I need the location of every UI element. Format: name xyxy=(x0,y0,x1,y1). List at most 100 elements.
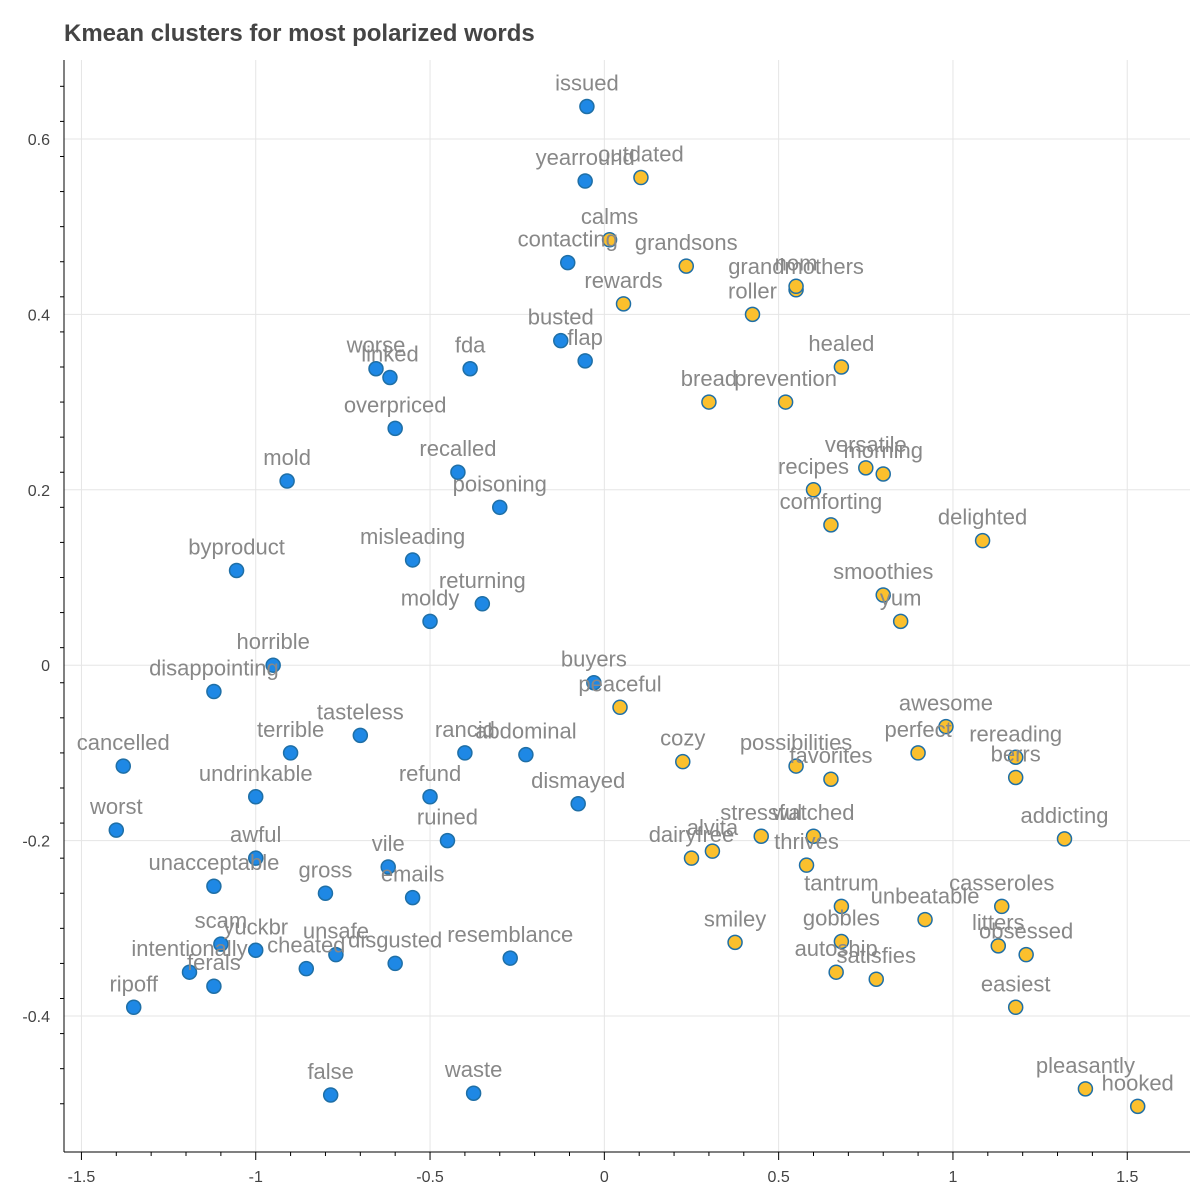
cluster-1-point xyxy=(788,758,804,774)
word-label: gobbles xyxy=(803,905,880,930)
word-label: roller xyxy=(728,278,777,303)
cluster-0-point xyxy=(387,955,403,972)
word-label: ruined xyxy=(417,805,478,830)
cluster-1-point xyxy=(910,745,926,761)
cluster-1-point xyxy=(727,934,743,951)
word-label: perfect xyxy=(884,717,951,742)
cluster-1-point xyxy=(777,394,794,410)
cluster-1-point xyxy=(917,911,933,928)
word-label: possibilities xyxy=(740,730,853,755)
cluster-0-point xyxy=(247,850,264,866)
word-label: prevention xyxy=(734,366,837,391)
cluster-1-point xyxy=(938,718,954,735)
cluster-1-point xyxy=(858,460,874,476)
word-label: hooked xyxy=(1102,1070,1174,1095)
word-label: fda xyxy=(455,333,486,358)
y-tick-label: -0.4 xyxy=(22,1009,50,1026)
word-label: bread xyxy=(681,366,737,391)
word-label: moldy xyxy=(401,585,460,610)
word-label: recipes xyxy=(778,454,849,479)
word-label: grandsons xyxy=(635,230,738,255)
cluster-0-point xyxy=(206,978,222,994)
word-label: dairyfree xyxy=(649,822,735,847)
cluster-1-point xyxy=(892,613,909,630)
word-label: unacceptable xyxy=(148,850,279,875)
cluster-0-point xyxy=(474,596,491,612)
cluster-1-point xyxy=(744,306,761,323)
cluster-1-point xyxy=(1018,946,1034,963)
cluster-1-point xyxy=(990,938,1007,954)
word-label: awesome xyxy=(899,691,993,716)
cluster-0-point xyxy=(322,1087,339,1103)
word-label: horrible xyxy=(236,629,309,654)
x-tick-label: 1.5 xyxy=(1116,1169,1138,1186)
cluster-1-point xyxy=(875,466,891,482)
cluster-0-point xyxy=(108,822,125,838)
cluster-0-point xyxy=(462,360,478,377)
word-label: worse xyxy=(346,333,406,358)
cluster-0-point xyxy=(328,946,344,963)
cluster-0-point xyxy=(404,889,421,906)
word-label: autoship xyxy=(795,936,878,961)
cluster-0-point xyxy=(559,254,576,271)
cluster-0-point xyxy=(404,552,421,568)
cluster-0-point xyxy=(380,859,396,875)
word-label: worst xyxy=(89,794,143,819)
word-label: buyers xyxy=(561,647,627,672)
word-label: thrives xyxy=(774,829,839,854)
cluster-1-point xyxy=(601,232,618,248)
y-tick-label: 0.4 xyxy=(28,307,50,324)
cluster-0-point xyxy=(570,796,586,812)
y-tick-label: 0.2 xyxy=(28,483,50,500)
cluster-0-point xyxy=(206,683,222,700)
cluster-0-point xyxy=(282,745,299,761)
word-label: tantrum xyxy=(804,870,879,895)
word-label: litters xyxy=(972,910,1025,935)
cluster-1-point xyxy=(823,517,839,533)
cluster-1-point xyxy=(753,828,769,844)
word-label: misleading xyxy=(360,524,465,549)
word-label: calms xyxy=(581,204,638,229)
cluster-0-point xyxy=(586,674,602,691)
word-label: smiley xyxy=(704,906,766,931)
word-label: contacting xyxy=(518,227,618,252)
x-tick-label: -0.5 xyxy=(416,1169,444,1186)
cluster-1-point xyxy=(1007,769,1024,786)
word-label: disgusted xyxy=(348,927,442,952)
cluster-1-point xyxy=(994,898,1010,915)
cluster-1-point xyxy=(1007,749,1024,766)
cluster-0-point xyxy=(382,369,398,386)
x-tick-label: 1 xyxy=(948,1169,957,1186)
word-label: dismayed xyxy=(531,768,625,793)
word-label: yearround xyxy=(536,145,635,170)
cluster-0-point xyxy=(352,727,369,744)
word-label: alvita xyxy=(687,815,739,840)
cluster-1-point xyxy=(615,296,632,312)
word-label: delighted xyxy=(938,505,1027,530)
word-label: satisfies xyxy=(837,943,916,968)
cluster-1-point xyxy=(974,532,991,549)
word-label: cancelled xyxy=(77,730,170,755)
word-label: poisoning xyxy=(453,471,547,496)
word-label: refund xyxy=(399,761,461,786)
word-label: terrible xyxy=(257,717,324,742)
cluster-0-point xyxy=(439,832,456,849)
cluster-0-point xyxy=(577,353,593,369)
cluster-1-point xyxy=(678,258,695,274)
word-label: abdominal xyxy=(475,719,577,744)
word-label: addicting xyxy=(1020,803,1108,828)
cluster-0-point xyxy=(387,420,403,437)
cluster-0-point xyxy=(368,360,384,377)
word-label: scam xyxy=(195,908,248,933)
word-label: pleasantly xyxy=(1036,1053,1135,1078)
word-label: favorites xyxy=(789,743,872,768)
cluster-0-point xyxy=(247,942,264,959)
y-tick-label: 0 xyxy=(41,658,50,675)
cluster-1-point xyxy=(633,169,649,186)
cluster-0-point xyxy=(492,499,508,516)
word-label: berrs xyxy=(991,741,1041,766)
x-tick-label: -1 xyxy=(249,1169,263,1186)
